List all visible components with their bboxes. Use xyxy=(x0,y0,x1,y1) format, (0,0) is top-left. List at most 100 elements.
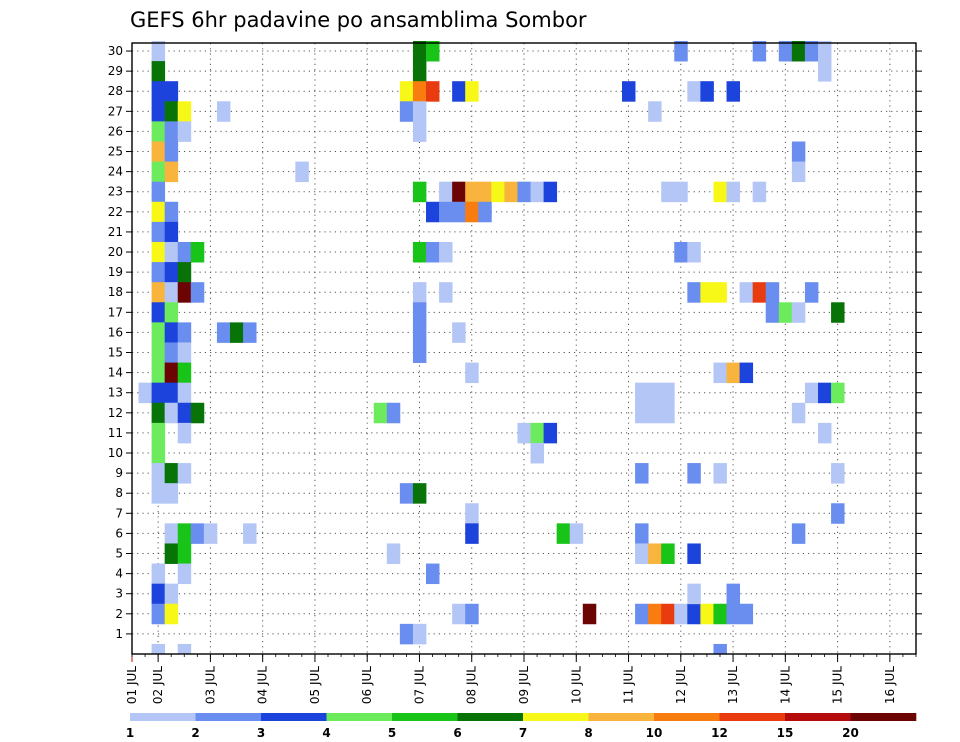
heatmap-cell xyxy=(804,382,819,404)
heatmap-cell xyxy=(465,503,479,524)
heatmap-cell xyxy=(700,81,714,102)
colorbar-label: 7 xyxy=(519,726,527,740)
heatmap-cell xyxy=(399,623,414,645)
heatmap-cell xyxy=(465,603,479,625)
heatmap-cell xyxy=(177,543,192,564)
heatmap-cell xyxy=(151,61,166,82)
colorbar-swatch xyxy=(261,713,327,721)
heatmap-cell xyxy=(661,181,675,203)
y-tick-label: 28 xyxy=(108,84,123,98)
x-tick-label: 01 JUL xyxy=(125,666,139,704)
heatmap-cell xyxy=(164,402,179,424)
colorbar-swatch xyxy=(850,713,917,721)
heatmap-cell xyxy=(765,302,780,323)
y-tick-label: 9 xyxy=(115,466,123,480)
heatmap-cell xyxy=(452,81,466,102)
y-tick-label: 15 xyxy=(108,346,123,360)
heatmap-cell xyxy=(831,463,845,484)
heatmap-cell xyxy=(687,241,701,263)
heatmap-cell xyxy=(635,543,649,564)
heatmap-cell xyxy=(791,402,806,424)
heatmap-cell xyxy=(151,342,166,363)
heatmap-cell xyxy=(700,282,714,303)
colorbar-label: 6 xyxy=(453,726,461,740)
heatmap-cell xyxy=(543,181,558,203)
heatmap-cell xyxy=(452,322,466,343)
y-tick-label: 23 xyxy=(108,185,123,199)
heatmap-cell xyxy=(151,282,166,303)
heatmap-cell xyxy=(818,382,832,404)
heatmap-cell xyxy=(412,101,427,122)
heatmap-cell xyxy=(504,181,518,203)
heatmap-cell xyxy=(164,282,179,303)
heatmap-cell xyxy=(177,101,192,122)
heatmap-cell xyxy=(177,402,192,424)
heatmap-cell xyxy=(648,402,662,424)
heatmap-cell xyxy=(752,40,767,62)
heatmap-cell xyxy=(674,241,688,263)
x-tick-label: 11 JUL xyxy=(622,666,636,704)
x-tick-label: 14 JUL xyxy=(778,666,792,704)
heatmap-cell xyxy=(216,322,231,343)
heatmap-cell xyxy=(151,181,166,203)
heatmap-cell xyxy=(151,603,166,625)
heatmap-cell xyxy=(164,201,179,223)
heatmap-cell xyxy=(818,422,832,444)
heatmap-cell xyxy=(674,181,688,203)
y-axis-ticks: 1234567891011121314151617181920212223242… xyxy=(108,44,922,641)
heatmap-cell xyxy=(151,483,166,504)
heatmap-cell xyxy=(164,262,179,283)
heatmap-cell xyxy=(713,463,727,484)
heatmap-cell xyxy=(151,463,166,484)
heatmap-cell xyxy=(543,422,558,444)
y-tick-label: 25 xyxy=(108,145,123,159)
colorbar-swatch xyxy=(326,713,393,721)
heatmap-cell xyxy=(177,422,192,444)
heatmap-cell xyxy=(177,322,192,343)
heatmap-cell xyxy=(674,40,688,62)
heatmap-cell xyxy=(426,241,440,263)
heatmap-cell xyxy=(831,382,845,404)
colorbar-swatch xyxy=(392,713,458,721)
heatmap-cell xyxy=(804,40,819,62)
heatmap-cell xyxy=(648,543,662,564)
y-tick-label: 29 xyxy=(108,64,123,78)
y-tick-label: 4 xyxy=(115,567,123,581)
heatmap-cell xyxy=(399,101,414,122)
y-tick-label: 22 xyxy=(108,205,123,219)
heatmap-cell xyxy=(399,483,414,504)
heatmap-cell xyxy=(752,282,767,303)
heatmap-cell xyxy=(190,402,205,424)
heatmap-cell xyxy=(177,262,192,283)
heatmap-cell xyxy=(648,603,662,625)
heatmap-cell xyxy=(412,302,427,323)
heatmap-cell xyxy=(818,40,832,62)
heatmap-cell xyxy=(687,583,701,605)
heatmap-cell xyxy=(151,221,166,243)
heatmap-cell xyxy=(530,442,544,464)
colorbar-label: 5 xyxy=(388,726,396,740)
heatmap-cell xyxy=(151,81,166,102)
heatmap-cell xyxy=(452,603,466,625)
heatmap-cell xyxy=(151,141,166,162)
heatmap-cell xyxy=(177,342,192,363)
heatmap-cell xyxy=(151,583,166,605)
heatmap-cells xyxy=(138,40,845,655)
heatmap-cell xyxy=(530,181,544,203)
heatmap-cell xyxy=(412,282,427,303)
colorbar-swatch xyxy=(719,713,786,721)
heatmap-cell xyxy=(164,322,179,343)
colorbar: 1 2 3 4 5 6 7 8 10 12 15 20 xyxy=(126,713,917,740)
plot-frame xyxy=(131,42,917,655)
heatmap-cell xyxy=(177,121,192,142)
heatmap-cell xyxy=(203,523,218,544)
heatmap-cell xyxy=(687,603,701,625)
heatmap-cell xyxy=(151,442,166,464)
heatmap-cell xyxy=(230,322,244,343)
heatmap-cell xyxy=(530,422,544,444)
colorbar-swatch xyxy=(130,713,196,721)
heatmap-cell xyxy=(177,523,192,544)
heatmap-cell xyxy=(151,302,166,323)
heatmap-cell xyxy=(465,81,479,102)
heatmap-cell xyxy=(517,181,531,203)
